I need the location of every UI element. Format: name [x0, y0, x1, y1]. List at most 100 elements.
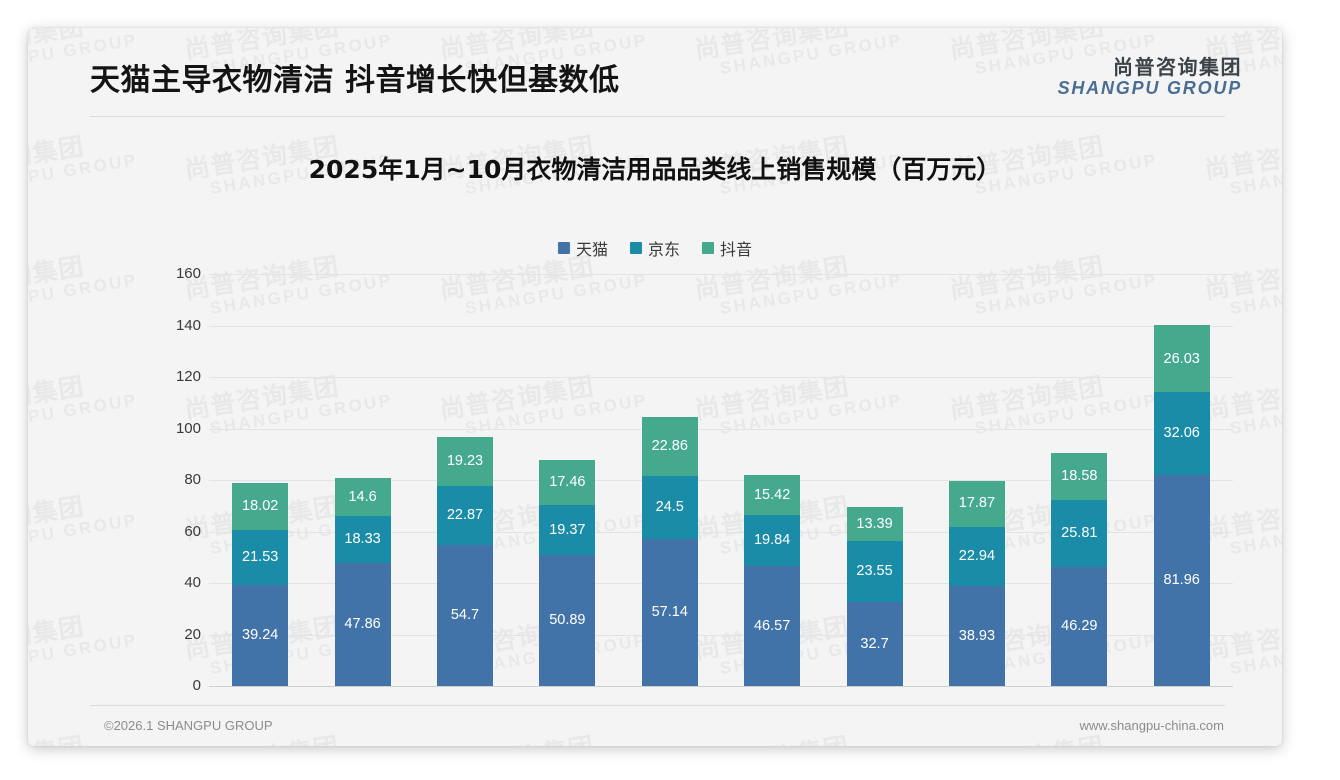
legend-item-2[interactable]: 抖音 — [702, 236, 752, 260]
slide-header: 天猫主导衣物清洁 抖音增长快但基数低 尚普咨询集团 SHANGPU GROUP — [28, 28, 1282, 116]
bar-segment-抖音[interactable]: 14.6 — [334, 477, 391, 516]
header-divider — [90, 116, 1225, 117]
bar-segment-抖音[interactable]: 18.02 — [232, 483, 289, 530]
bar-segment-天猫[interactable]: 47.86 — [334, 562, 391, 686]
bar-segment-天猫[interactable]: 54.7 — [436, 545, 493, 686]
website-link[interactable]: www.shangpu-china.com — [1079, 718, 1224, 733]
page-title: 天猫主导衣物清洁 抖音增长快但基数低 — [90, 63, 620, 98]
bar-segment-抖音[interactable]: 15.42 — [744, 475, 801, 516]
brand-name-en: SHANGPU GROUP — [1057, 78, 1242, 99]
gridline — [209, 325, 1233, 327]
slide-footer: ©2026.1 SHANGPU GROUP www.shangpu-china.… — [28, 706, 1282, 746]
bar-segment-京东[interactable]: 25.81 — [1051, 500, 1108, 567]
copyright-text: ©2026.1 SHANGPU GROUP — [104, 718, 273, 733]
bar-segment-天猫[interactable]: 81.96 — [1153, 474, 1210, 686]
bar-segment-天猫[interactable]: 38.93 — [948, 585, 1005, 686]
gridline — [209, 634, 1233, 636]
bar-value-label: 57.14 — [651, 604, 688, 621]
bar-segment-抖音[interactable]: 17.87 — [948, 480, 1005, 527]
bar-value-label: 19.37 — [549, 521, 586, 538]
bar-segment-京东[interactable]: 22.94 — [948, 526, 1005, 586]
legend-swatch-icon — [702, 242, 714, 254]
y-axis-tick-label: 120 — [175, 368, 201, 385]
bar-segment-京东[interactable]: 18.33 — [334, 515, 391, 563]
bar-value-label: 22.86 — [651, 438, 688, 455]
bar-segment-京东[interactable]: 24.5 — [641, 475, 698, 539]
bar-segment-天猫[interactable]: 32.7 — [846, 601, 903, 686]
bar-segment-抖音[interactable]: 18.58 — [1051, 452, 1108, 501]
bar-segment-京东[interactable]: 23.55 — [846, 541, 903, 602]
bar-segment-天猫[interactable]: 39.24 — [232, 584, 289, 686]
bar-segment-抖音[interactable]: 13.39 — [846, 506, 903, 542]
bar-segment-京东[interactable]: 19.84 — [744, 515, 801, 567]
y-axis-tick-label: 40 — [184, 574, 201, 591]
brand-name-cn: 尚普咨询集团 — [1113, 55, 1242, 79]
bar-value-label: 14.6 — [348, 488, 377, 505]
bar-value-label: 47.86 — [344, 616, 381, 633]
gridline — [209, 531, 1233, 533]
bar-segment-天猫[interactable]: 50.89 — [539, 554, 596, 686]
legend-item-0[interactable]: 天猫 — [557, 236, 608, 260]
bar-value-label: 32.06 — [1163, 425, 1200, 442]
y-axis-tick-label: 100 — [175, 419, 201, 437]
y-axis-tick-label: 0 — [192, 677, 201, 694]
bar-value-label: 38.93 — [958, 627, 996, 644]
bar-value-label: 18.33 — [344, 530, 381, 547]
gridline — [209, 480, 1233, 481]
bar-segment-京东[interactable]: 32.06 — [1153, 392, 1210, 475]
bar-segment-京东[interactable]: 19.37 — [539, 505, 596, 555]
legend-swatch-icon — [557, 242, 570, 254]
gridline — [209, 686, 1233, 687]
bar-value-label: 46.29 — [1061, 618, 1098, 635]
bar-segment-京东[interactable]: 21.53 — [232, 529, 289, 585]
bar-value-label: 26.03 — [1163, 350, 1200, 367]
bar-segment-抖音[interactable]: 19.23 — [436, 436, 493, 487]
chart-legend: 天猫 京东 抖音 — [28, 236, 1282, 260]
legend-label: 天猫 — [575, 240, 608, 259]
bar-segment-抖音[interactable]: 22.86 — [641, 416, 698, 476]
gridline — [209, 583, 1233, 584]
footer-divider — [90, 705, 1225, 706]
y-axis-tick-label: 160 — [175, 265, 201, 282]
brand-logo: 尚普咨询集团 SHANGPU GROUP — [1058, 56, 1242, 99]
legend-label: 京东 — [647, 240, 680, 259]
bar-value-label: 54.7 — [450, 607, 480, 624]
legend-item-1[interactable]: 京东 — [629, 236, 680, 260]
bar-segment-抖音[interactable]: 17.46 — [539, 460, 596, 506]
gridline — [209, 274, 1233, 275]
bar-value-label: 22.94 — [958, 547, 996, 564]
bar-value-label: 17.87 — [958, 495, 996, 512]
bar-value-label: 23.55 — [856, 563, 893, 580]
bar-value-label: 18.02 — [242, 498, 279, 515]
bar-segment-天猫[interactable]: 57.14 — [641, 538, 698, 686]
bar-value-label: 32.7 — [860, 635, 889, 652]
bar-segment-抖音[interactable]: 26.03 — [1153, 325, 1210, 393]
gridline — [209, 377, 1233, 378]
bar-value-label: 24.5 — [655, 499, 684, 516]
bar-value-label: 18.58 — [1061, 468, 1098, 485]
bar-segment-京东[interactable]: 22.87 — [436, 486, 493, 546]
y-axis-tick-label: 20 — [184, 625, 201, 643]
chart-title: 2025年1月~10月衣物清洁用品品类线上销售规模（百万元） — [308, 155, 1002, 184]
gridline — [209, 428, 1233, 430]
bar-value-label: 19.23 — [446, 453, 484, 470]
y-axis-tick-label: 60 — [184, 522, 201, 540]
bar-value-label: 21.53 — [242, 549, 279, 565]
bar-segment-天猫[interactable]: 46.57 — [744, 566, 801, 686]
y-axis-tick-label: 80 — [184, 471, 201, 488]
bar-value-label: 46.57 — [753, 617, 791, 634]
bar-value-label: 81.96 — [1163, 572, 1200, 589]
bar-series-group: 18.0221.5339.24M114.618.3347.86M219.2322… — [209, 274, 1233, 686]
bar-segment-天猫[interactable]: 46.29 — [1051, 566, 1108, 686]
